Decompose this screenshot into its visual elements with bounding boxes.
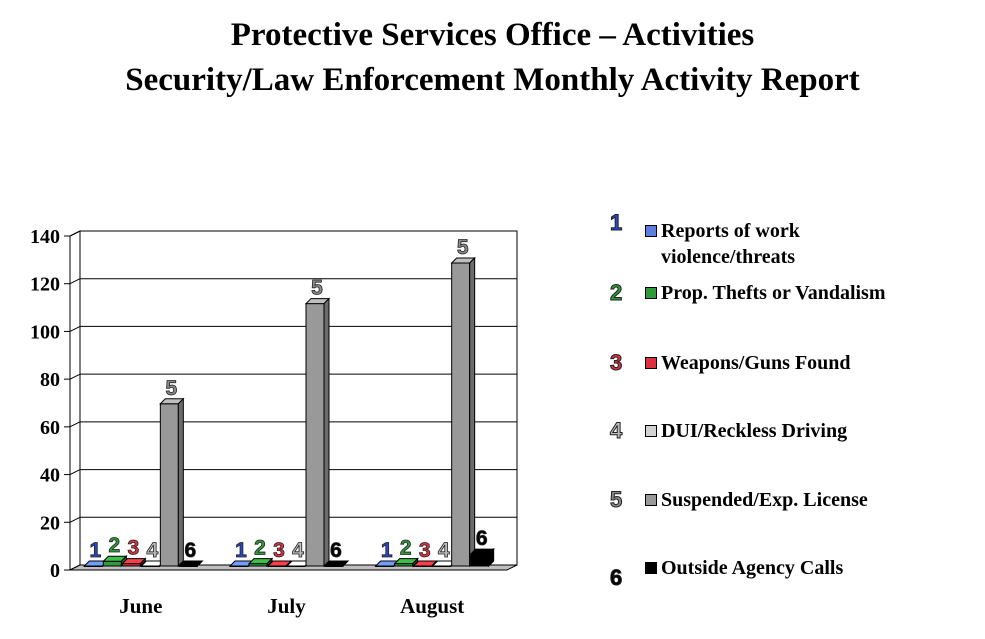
chart-title-line-2: Security/Law Enforcement Monthly Activit…	[125, 62, 860, 98]
bar-side-5	[323, 297, 330, 568]
y-tick-label: 80	[40, 369, 60, 391]
legend-label: Reports of work violence/threats	[661, 220, 800, 268]
bar-side-2	[266, 557, 273, 568]
bar-marker-4: 4	[292, 539, 304, 562]
legend-marker-3: 3	[609, 350, 623, 376]
legend-marker-5: 5	[609, 487, 623, 513]
bar-marker-5: 5	[165, 377, 177, 400]
y-tick-label: 100	[30, 321, 60, 343]
y-tick-label: 40	[40, 465, 60, 487]
legend-swatch	[645, 357, 657, 369]
bar-marker-1: 1	[89, 539, 101, 562]
bar-marker-3: 3	[273, 539, 285, 562]
plot-back-wall	[79, 230, 518, 566]
legend-swatch	[645, 494, 657, 506]
legend-marker-1: 1	[609, 210, 623, 236]
bar-marker-2: 2	[400, 537, 412, 560]
bar-side-6	[488, 547, 495, 568]
bar-marker-6: 6	[330, 539, 342, 562]
legend-label: Weapons/Guns Found	[661, 352, 851, 374]
gridline-side	[69, 230, 81, 237]
bar-side-3	[139, 557, 146, 568]
bar-marker-3: 3	[419, 539, 431, 562]
bar-marker-2: 2	[254, 537, 266, 560]
gridline-side	[69, 325, 81, 332]
legend-label: Outside Agency Calls	[661, 557, 844, 579]
bar-6-august	[470, 553, 490, 567]
legend-marker-2: 2	[609, 280, 623, 306]
legend-label: DUI/Reckless Driving	[661, 420, 848, 442]
bar-side-6	[342, 560, 349, 567]
gridline-side	[69, 469, 81, 476]
bar-2-june	[102, 560, 122, 567]
bar-side-6	[196, 560, 203, 567]
legend-swatch	[645, 287, 657, 299]
chart-title-line-1: Protective Services Office – Activities	[230, 17, 755, 53]
legend-label: Suspended/Exp. License	[661, 489, 868, 511]
gridline-side	[69, 278, 81, 285]
legend-swatch	[645, 562, 657, 574]
bar-marker-6: 6	[184, 539, 196, 562]
plot-side-wall	[69, 230, 81, 571]
legend-marker-6: 6	[609, 565, 623, 591]
bar-5-july	[305, 303, 325, 567]
bar-marker-1: 1	[381, 539, 393, 562]
legend-label: Prop. Thefts or Vandalism	[661, 282, 886, 304]
y-tick-label: 20	[40, 512, 60, 534]
bar-marker-2: 2	[108, 534, 120, 557]
bar-marker-4: 4	[438, 539, 450, 562]
bar-side-2	[412, 557, 419, 568]
legend-marker-4: 4	[609, 418, 623, 444]
gridline-side	[69, 373, 81, 380]
bar-side-5	[177, 397, 184, 568]
x-category-label: June	[119, 594, 162, 618]
bar-5-august	[451, 262, 471, 567]
y-tick-label: 0	[50, 560, 60, 582]
legend-swatch	[645, 425, 657, 437]
x-category-label: July	[267, 594, 306, 618]
x-category-label: August	[400, 594, 464, 618]
bar-marker-5: 5	[457, 236, 469, 259]
gridline-side	[69, 516, 81, 523]
bar-marker-3: 3	[127, 537, 139, 560]
bar-marker-4: 4	[146, 539, 158, 562]
bar-side-3	[431, 560, 438, 567]
legend-swatch	[645, 225, 657, 237]
bar-marker-6: 6	[476, 527, 488, 550]
bar-5-june	[159, 403, 179, 567]
bar-side-5	[469, 256, 476, 568]
bar-side-3	[285, 560, 292, 567]
y-tick-label: 140	[30, 226, 60, 248]
bar-marker-5: 5	[311, 277, 323, 300]
y-tick-label: 60	[40, 417, 60, 439]
y-tick-label: 120	[30, 274, 60, 296]
gridline-side	[69, 421, 81, 428]
bar-marker-1: 1	[235, 539, 247, 562]
